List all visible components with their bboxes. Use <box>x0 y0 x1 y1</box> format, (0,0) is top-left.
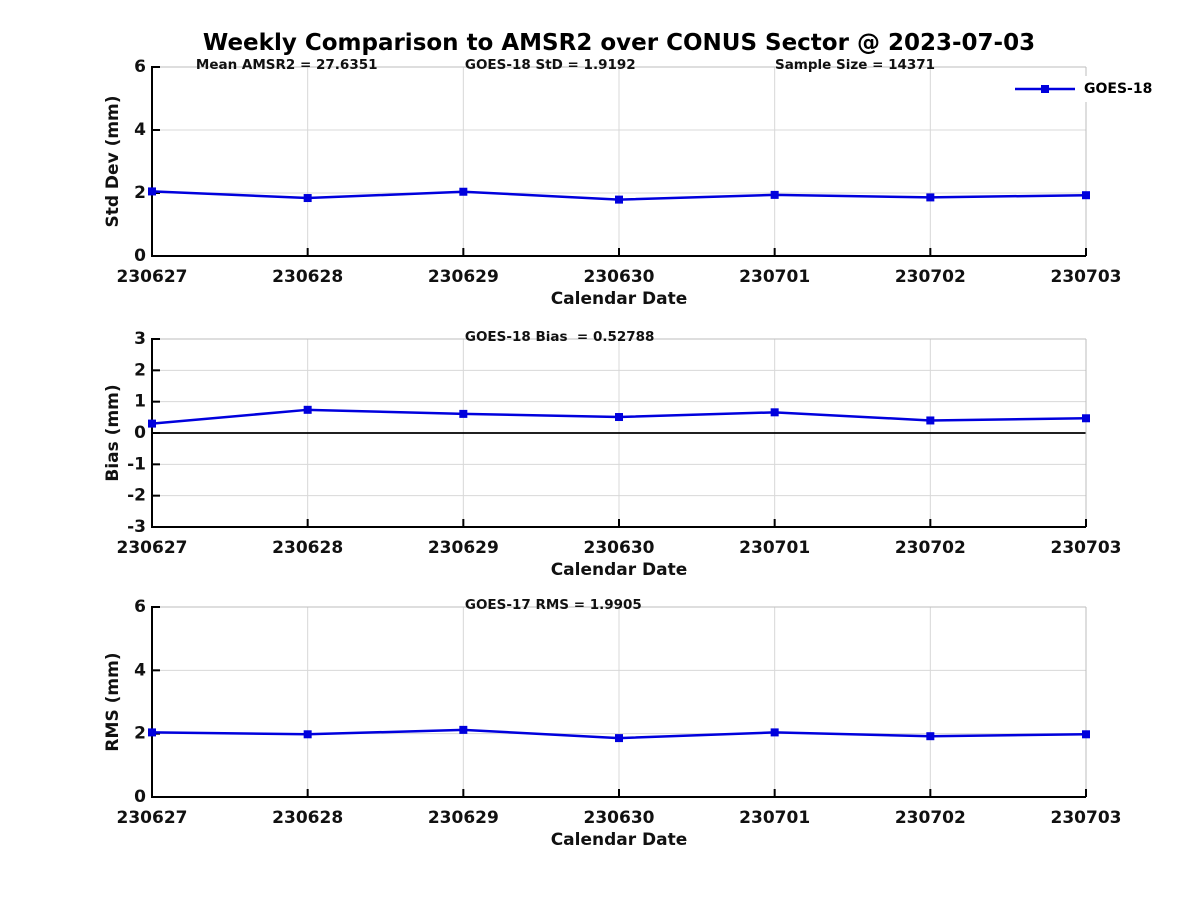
x-tick-label: 230703 <box>1051 538 1122 558</box>
y-tick-label: 2 <box>134 724 146 744</box>
y-axis-label: Std Dev (mm) <box>103 95 123 227</box>
x-tick-label: 230627 <box>117 538 188 558</box>
data-point-marker <box>459 725 468 734</box>
x-tick-label: 230629 <box>428 808 499 828</box>
y-tick-label: 1 <box>134 392 146 412</box>
y-tick-label: 4 <box>134 660 146 680</box>
x-axis-label: Calendar Date <box>551 830 688 850</box>
data-point-marker <box>148 187 156 196</box>
y-axis-label: RMS (mm) <box>103 652 123 751</box>
legend-square-marker-icon <box>1041 85 1049 93</box>
legend: GOES-18 <box>1008 76 1159 102</box>
data-point-marker <box>303 730 312 739</box>
stat-annotation: GOES-18 StD = 1.9192 <box>465 57 636 73</box>
x-tick-label: 230703 <box>1051 267 1122 287</box>
x-tick-label: 230702 <box>895 808 966 828</box>
data-point-marker <box>615 734 623 743</box>
chart-title: Weekly Comparison to AMSR2 over CONUS Se… <box>202 30 1036 56</box>
x-tick-label: 230701 <box>739 267 810 287</box>
x-tick-label: 230628 <box>272 267 343 287</box>
data-point-marker <box>459 187 468 196</box>
y-tick-label: 6 <box>134 597 146 617</box>
data-point-marker <box>615 195 623 204</box>
stat-annotation: Mean AMSR2 = 27.6351 <box>196 57 378 73</box>
x-tick-label: 230702 <box>895 538 966 558</box>
y-tick-label: 0 <box>134 246 146 266</box>
x-tick-label: 230701 <box>739 808 810 828</box>
y-tick-label: 4 <box>134 120 146 140</box>
y-tick-label: 0 <box>134 423 146 443</box>
x-tick-label: 230628 <box>272 808 343 828</box>
y-tick-label: -3 <box>127 517 146 537</box>
y-tick-label: 3 <box>134 329 146 349</box>
subplot-bias: -3 -2 -1 0 1 2 3 230627 230628 230629 230630 230701… <box>103 329 1121 580</box>
legend-line-sample-icon <box>1015 85 1075 93</box>
data-point-marker <box>926 416 935 425</box>
x-tick-label: 230628 <box>272 538 343 558</box>
subplot-rms: 0 2 4 6 230627 230628 230629 230630 230701 230702… <box>103 597 1121 850</box>
data-point-marker <box>303 405 312 414</box>
data-point-marker <box>148 419 156 428</box>
data-point-marker <box>770 728 779 737</box>
y-axis-label: Bias (mm) <box>103 384 123 481</box>
stat-annotation: GOES-18 Bias = 0.52788 <box>465 329 655 345</box>
y-tick-label: -1 <box>127 454 146 474</box>
y-tick-label: 6 <box>134 57 146 77</box>
y-tick-label: -2 <box>127 486 146 506</box>
data-point-marker <box>459 409 468 418</box>
data-point-marker <box>1082 414 1090 423</box>
x-tick-label: 230629 <box>428 538 499 558</box>
x-tick-label: 230627 <box>117 808 188 828</box>
x-tick-label: 230701 <box>739 538 810 558</box>
data-point-marker <box>1082 730 1090 739</box>
data-point-marker <box>615 413 623 422</box>
x-axis-label: Calendar Date <box>551 560 688 580</box>
x-tick-label: 230702 <box>895 267 966 287</box>
y-tick-label: 2 <box>134 183 146 203</box>
y-tick-label: 0 <box>134 787 146 807</box>
data-point-marker <box>1082 191 1090 200</box>
stat-annotation: GOES-17 RMS = 1.9905 <box>465 597 642 613</box>
subplot-std-dev: 0 2 4 6 230627 230628 230629 230630 230701 230702… <box>103 57 1121 309</box>
data-point-marker <box>303 194 312 203</box>
data-point-marker <box>148 728 156 737</box>
x-tick-label: 230630 <box>584 808 655 828</box>
x-tick-label: 230630 <box>584 267 655 287</box>
legend-label: GOES-18 <box>1084 81 1153 97</box>
data-point-marker <box>770 408 779 417</box>
data-point-marker <box>926 732 935 741</box>
x-tick-label: 230627 <box>117 267 188 287</box>
x-tick-label: 230703 <box>1051 808 1122 828</box>
data-point-marker <box>926 193 935 202</box>
data-point-marker <box>770 190 779 199</box>
x-tick-label: 230629 <box>428 267 499 287</box>
y-tick-label: 2 <box>134 360 146 380</box>
stat-annotation: Sample Size = 14371 <box>775 57 935 73</box>
x-axis-label: Calendar Date <box>551 289 688 309</box>
x-tick-label: 230630 <box>584 538 655 558</box>
